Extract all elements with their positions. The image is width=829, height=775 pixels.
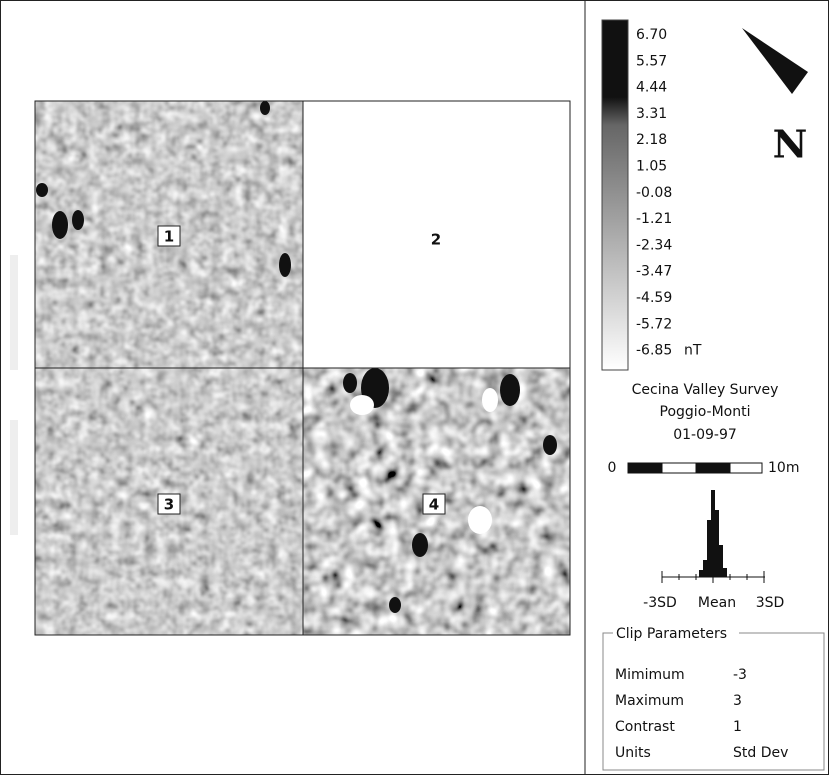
color-scale-label: 2.18 bbox=[636, 132, 667, 148]
clip-param-name: Mimimum bbox=[615, 667, 685, 683]
survey-date: 01-09-97 bbox=[673, 427, 737, 443]
clip-param-value: -3 bbox=[733, 667, 747, 683]
color-scale-label: -0.08 bbox=[636, 185, 672, 201]
scale-bar bbox=[628, 463, 762, 473]
clip-param-name: Units bbox=[615, 745, 651, 761]
color-scale-label: 5.57 bbox=[636, 53, 667, 69]
color-scale-label: -5.72 bbox=[636, 316, 672, 332]
page: 1 2 3 4 6.70 5.57 4.44 3.31 2.18 1.05 -0.08 -1.… bbox=[0, 0, 829, 775]
tile-label: 2 bbox=[431, 231, 441, 249]
color-scale-label: -2.34 bbox=[636, 237, 672, 253]
edge-shade bbox=[10, 420, 18, 535]
survey-site: Poggio-Monti bbox=[660, 404, 751, 420]
clip-param-name: Maximum bbox=[615, 693, 684, 709]
scale-start: 0 bbox=[608, 460, 617, 476]
clip-param-name: Contrast bbox=[615, 719, 675, 735]
color-scale-label: 1.05 bbox=[636, 159, 667, 175]
tile-label: 4 bbox=[429, 496, 439, 514]
survey-window: 1 2 3 4 6.70 5.57 4.44 3.31 2.18 1.05 -0.08 -1.… bbox=[0, 0, 829, 775]
color-bar bbox=[602, 20, 628, 370]
color-scale-label: 4.44 bbox=[636, 80, 667, 96]
north-label: N bbox=[773, 122, 808, 167]
scale-end: 10m bbox=[768, 460, 799, 476]
color-scale-label: 6.70 bbox=[636, 27, 667, 43]
clip-title: Clip Parameters bbox=[616, 626, 727, 642]
histogram-label: 3SD bbox=[756, 595, 785, 611]
color-scale-label: -6.85 bbox=[636, 343, 672, 359]
histogram-label: Mean bbox=[698, 595, 736, 611]
color-scale-label: 3.31 bbox=[636, 106, 667, 122]
tile-label: 1 bbox=[164, 228, 174, 246]
clip-param-value: 3 bbox=[733, 693, 742, 709]
clip-param-value: Std Dev bbox=[733, 745, 788, 761]
color-scale-label: -4.59 bbox=[636, 290, 672, 306]
survey-grid: 1 2 3 4 bbox=[35, 101, 570, 635]
color-scale-unit: nT bbox=[684, 343, 702, 359]
clip-param-value: 1 bbox=[733, 719, 742, 735]
edge-shade bbox=[10, 255, 18, 370]
color-scale-label: -3.47 bbox=[636, 264, 672, 280]
histogram-label: -3SD bbox=[643, 595, 677, 611]
tile-label: 3 bbox=[164, 496, 174, 514]
survey-title: Cecina Valley Survey bbox=[632, 382, 779, 398]
color-scale-label: -1.21 bbox=[636, 211, 672, 227]
